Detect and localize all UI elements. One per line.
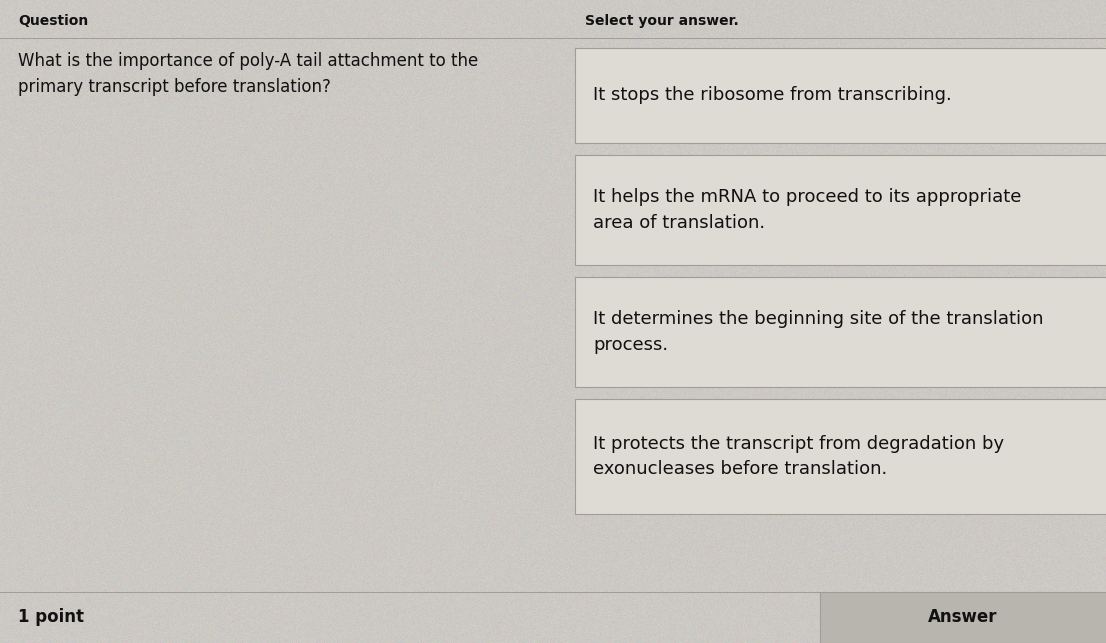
Text: Question: Question <box>18 14 88 28</box>
Text: It protects the transcript from degradation by
exonucleases before translation.: It protects the transcript from degradat… <box>593 435 1004 478</box>
Text: Select your answer.: Select your answer. <box>585 14 739 28</box>
FancyBboxPatch shape <box>575 155 1106 265</box>
FancyBboxPatch shape <box>820 592 1106 643</box>
Text: It stops the ribosome from transcribing.: It stops the ribosome from transcribing. <box>593 87 952 105</box>
Text: It determines the beginning site of the translation
process.: It determines the beginning site of the … <box>593 311 1043 354</box>
Text: Answer: Answer <box>928 608 998 626</box>
Text: 1 point: 1 point <box>18 608 84 626</box>
FancyBboxPatch shape <box>575 48 1106 143</box>
Text: It helps the mRNA to proceed to its appropriate
area of translation.: It helps the mRNA to proceed to its appr… <box>593 188 1021 231</box>
FancyBboxPatch shape <box>575 277 1106 387</box>
FancyBboxPatch shape <box>575 399 1106 514</box>
Text: What is the importance of poly-A tail attachment to the
primary transcript befor: What is the importance of poly-A tail at… <box>18 52 478 96</box>
